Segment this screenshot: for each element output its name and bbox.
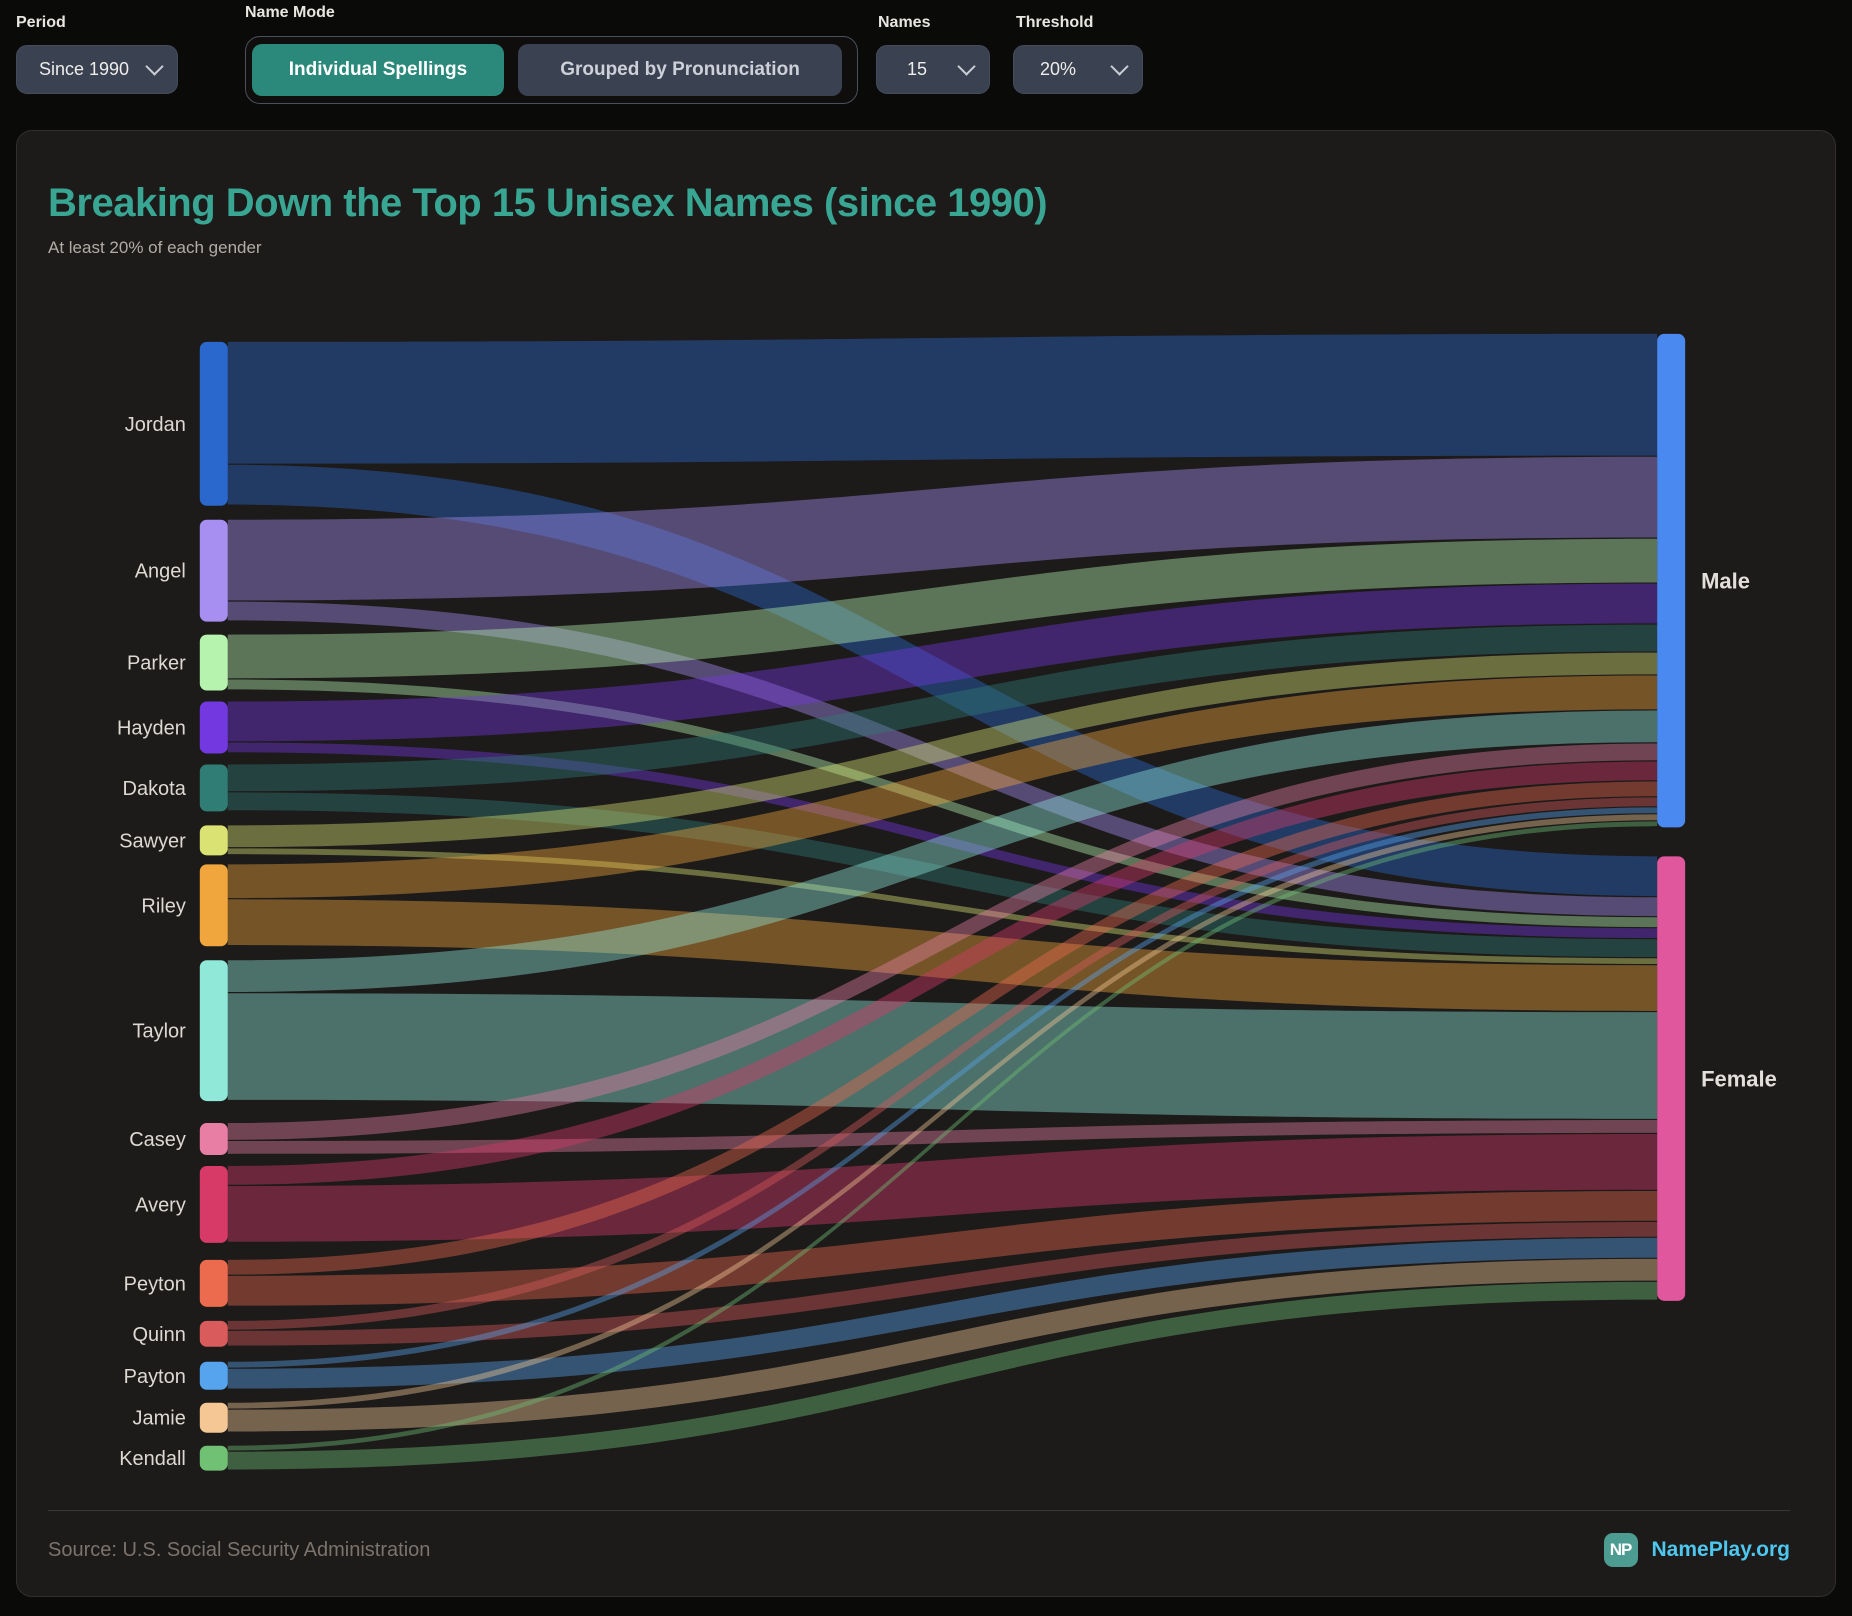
flow-sawyer-male [227, 652, 1658, 848]
brand-link[interactable]: NamePlay.org [1651, 1538, 1791, 1561]
node-payton [199, 1361, 228, 1390]
label-male: Male [1701, 569, 1750, 594]
node-male [1657, 333, 1686, 828]
flow-hayden-female [227, 742, 1658, 939]
flow-jordan-female [227, 464, 1658, 897]
node-hayden [199, 701, 228, 754]
label-taylor: Taylor [133, 1021, 187, 1043]
label-peyton: Peyton [124, 1273, 186, 1295]
name-mode-label: Name Mode [245, 4, 335, 21]
flow-payton-male [227, 807, 1658, 1368]
flow-peyton-male [227, 781, 1658, 1275]
chart-card: Breaking Down the Top 15 Unisex Names (s… [16, 130, 1836, 1597]
node-female [1657, 856, 1686, 1301]
flow-parker-female [227, 679, 1658, 928]
flow-payton-female [227, 1237, 1658, 1389]
toggle-grouped-by-pronunciation[interactable]: Grouped by Pronunciation [518, 44, 842, 96]
flow-casey-female [227, 1120, 1658, 1154]
flow-quinn-female [227, 1221, 1658, 1346]
node-taylor [199, 960, 228, 1102]
card-footer: Source: U.S. Social Security Administrat… [48, 1510, 1790, 1567]
flow-jamie-female [227, 1258, 1658, 1432]
flow-dakota-male [227, 624, 1658, 792]
node-parker [199, 634, 228, 691]
node-kendall [199, 1445, 228, 1471]
toggle-individual-spellings[interactable]: Individual Spellings [252, 44, 504, 96]
names-select[interactable]: 15 [876, 45, 990, 94]
label-quinn: Quinn [133, 1324, 186, 1346]
nameplay-logo-icon: NP [1603, 1533, 1638, 1567]
flow-angel-female [227, 601, 1658, 917]
flow-riley-male [227, 675, 1658, 899]
threshold-label: Threshold [1016, 14, 1094, 31]
label-sawyer: Sawyer [119, 830, 186, 852]
node-avery [199, 1166, 228, 1243]
flow-taylor-female [227, 993, 1658, 1119]
sankey-chart: Jordan Angel Parker Hayden Dakota Sawyer Riley… [17, 272, 1835, 1511]
name-mode-toggle: Individual Spellings Grouped by Pronunci… [245, 36, 858, 104]
label-jamie: Jamie [133, 1408, 186, 1430]
flow-angel-male [227, 456, 1658, 601]
chevron-down-icon [957, 57, 976, 76]
node-casey [199, 1123, 228, 1156]
page-subtitle: At least 20% of each gender [48, 238, 262, 257]
label-jordan: Jordan [125, 414, 186, 436]
label-hayden: Hayden [117, 717, 186, 739]
flow-casey-male [227, 743, 1658, 1140]
label-kendall: Kendall [119, 1448, 186, 1470]
node-sawyer [199, 825, 228, 856]
node-quinn [199, 1320, 228, 1347]
label-female: Female [1701, 1067, 1777, 1092]
label-payton: Payton [124, 1366, 186, 1388]
flow-hayden-male [227, 583, 1658, 742]
chevron-down-icon [145, 57, 164, 76]
label-dakota: Dakota [123, 778, 187, 800]
label-avery: Avery [135, 1194, 186, 1216]
node-peyton [199, 1259, 228, 1307]
flow-parker-male [227, 538, 1658, 679]
threshold-select[interactable]: 20% [1013, 45, 1143, 94]
node-riley [199, 864, 228, 947]
flow-riley-female [227, 899, 1658, 1011]
label-parker: Parker [127, 653, 186, 675]
node-dakota [199, 764, 228, 812]
label-casey: Casey [129, 1129, 186, 1151]
flow-dakota-female [227, 792, 1658, 958]
period-value: Since 1990 [39, 59, 130, 79]
node-jordan [199, 341, 228, 506]
flow-kendall-male [227, 821, 1658, 1451]
brand: NP NamePlay.org [1603, 1533, 1791, 1567]
flow-quinn-male [227, 797, 1658, 1330]
source-note: Source: U.S. Social Security Administrat… [48, 1538, 431, 1561]
flow-kendall-female [227, 1281, 1658, 1470]
flow-jordan-male [227, 333, 1658, 464]
flow-sawyer-female [227, 848, 1658, 965]
names-label: Names [878, 14, 931, 31]
names-value: 15 [907, 59, 928, 79]
card-header: Breaking Down the Top 15 Unisex Names (s… [17, 131, 1835, 258]
flow-avery-female [227, 1134, 1658, 1242]
node-angel [199, 519, 228, 622]
threshold-value: 20% [1040, 59, 1077, 79]
label-angel: Angel [135, 561, 186, 583]
period-label: Period [16, 14, 66, 31]
flow-taylor-male [227, 710, 1658, 993]
node-jamie [199, 1402, 228, 1433]
period-select[interactable]: Since 1990 [16, 45, 178, 94]
label-riley: Riley [141, 895, 185, 917]
flow-jamie-male [227, 814, 1658, 1409]
chevron-down-icon [1110, 57, 1129, 76]
flow-avery-male [227, 761, 1658, 1185]
flow-peyton-female [227, 1190, 1658, 1306]
page-title: Breaking Down the Top 15 Unisex Names (s… [48, 181, 1048, 225]
